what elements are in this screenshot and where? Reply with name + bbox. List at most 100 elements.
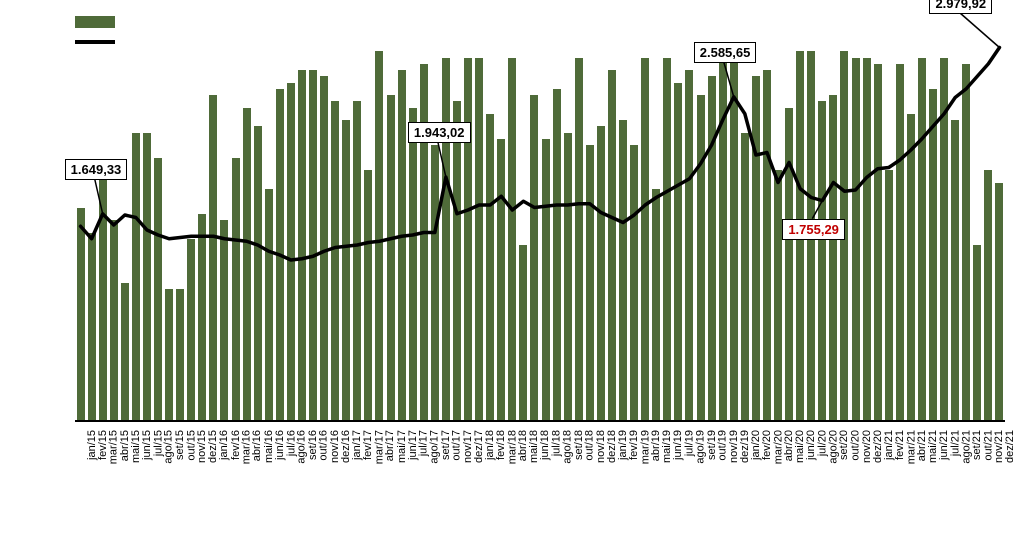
x-tick-label: ago/19: [694, 430, 706, 464]
bar: [265, 189, 273, 420]
bar: [508, 58, 516, 421]
bar: [553, 89, 561, 420]
bar: [575, 58, 583, 421]
bar: [641, 58, 649, 421]
x-tick-label: jun/21: [938, 430, 950, 460]
data-label: 1.755,29: [782, 219, 845, 240]
x-tick-label: jan/16: [218, 430, 230, 460]
bar: [630, 145, 638, 420]
bar: [88, 233, 96, 421]
bar: [232, 158, 240, 421]
bar: [209, 95, 217, 420]
bar: [77, 208, 85, 421]
bar: [951, 120, 959, 420]
bar: [298, 70, 306, 420]
bar: [287, 83, 295, 421]
x-tick-label: jul/20: [816, 430, 828, 456]
bar: [918, 58, 926, 421]
bar: [564, 133, 572, 421]
x-tick-label: mar/15: [108, 430, 120, 464]
bar: [121, 283, 129, 421]
bar: [187, 239, 195, 420]
bar: [375, 51, 383, 420]
bar: [220, 220, 228, 420]
bar: [143, 133, 151, 421]
bar: [697, 95, 705, 420]
x-tick-label: mai/16: [263, 430, 275, 463]
x-tick-label: dez/21: [1004, 430, 1016, 463]
plot-area: [75, 20, 1005, 420]
bar: [497, 139, 505, 420]
bar: [453, 101, 461, 420]
bar: [785, 108, 793, 421]
bar: [254, 126, 262, 420]
bar: [486, 114, 494, 420]
x-tick-label: dez/19: [739, 430, 751, 463]
bar: [829, 95, 837, 420]
bar: [741, 133, 749, 421]
x-tick-label: fev/21: [894, 430, 906, 460]
bar: [929, 89, 937, 420]
bar: [852, 58, 860, 421]
bar: [243, 108, 251, 421]
x-axis: [75, 420, 1005, 422]
bar: [519, 245, 527, 420]
bar: [685, 70, 693, 420]
bar: [863, 58, 871, 421]
bar: [464, 58, 472, 421]
bar: [608, 70, 616, 420]
bar: [774, 170, 782, 420]
x-tick-label: nov/19: [728, 430, 740, 463]
x-tick-label: set/21: [971, 430, 983, 460]
bar: [708, 76, 716, 420]
bar: [431, 145, 439, 420]
x-tick-label: jul/21: [949, 430, 961, 456]
x-axis-labels: jan/15fev/15mar/15abr/15mai/15jun/15jul/…: [75, 425, 1005, 535]
chart-container: jan/15fev/15mar/15abr/15mai/15jun/15jul/…: [0, 0, 1024, 552]
x-tick-label: mar/21: [905, 430, 917, 464]
x-tick-label: dez/20: [872, 430, 884, 463]
x-tick-label: out/18: [584, 430, 596, 461]
bar: [663, 58, 671, 421]
bar: [962, 64, 970, 420]
bar: [719, 58, 727, 421]
x-tick-label: nov/20: [861, 430, 873, 463]
bar: [364, 170, 372, 420]
x-tick-label: jul/19: [683, 430, 695, 456]
bar: [353, 101, 361, 420]
data-label: 1.943,02: [408, 122, 471, 143]
bar: [132, 133, 140, 421]
bar: [110, 220, 118, 420]
bar: [984, 170, 992, 420]
bar: [597, 126, 605, 420]
bar: [874, 64, 882, 420]
data-label: 1.649,33: [65, 159, 128, 180]
bar: [198, 214, 206, 420]
x-tick-label: set/20: [838, 430, 850, 460]
bar: [276, 89, 284, 420]
x-tick-label: set/15: [174, 430, 186, 460]
bar: [586, 145, 594, 420]
x-tick-label: out/20: [849, 430, 861, 461]
bar: [652, 189, 660, 420]
x-tick-label: out/19: [717, 430, 729, 461]
bar: [320, 76, 328, 420]
x-tick-label: fev/19: [628, 430, 640, 460]
bar: [342, 120, 350, 420]
data-label: 2.979,92: [929, 0, 992, 14]
bar: [331, 101, 339, 420]
bar: [619, 120, 627, 420]
x-tick-label: jan/15: [86, 430, 98, 460]
bar: [309, 70, 317, 420]
bar: [542, 139, 550, 420]
bar: [674, 83, 682, 421]
bar: [99, 170, 107, 420]
bar: [176, 289, 184, 420]
bar: [818, 101, 826, 420]
data-label: 2.585,65: [694, 42, 757, 63]
bar: [896, 64, 904, 420]
x-tick-label: jun/15: [141, 430, 153, 460]
x-tick-label: abr/16: [252, 430, 264, 461]
x-tick-label: jan/21: [883, 430, 895, 460]
bar: [409, 108, 417, 421]
